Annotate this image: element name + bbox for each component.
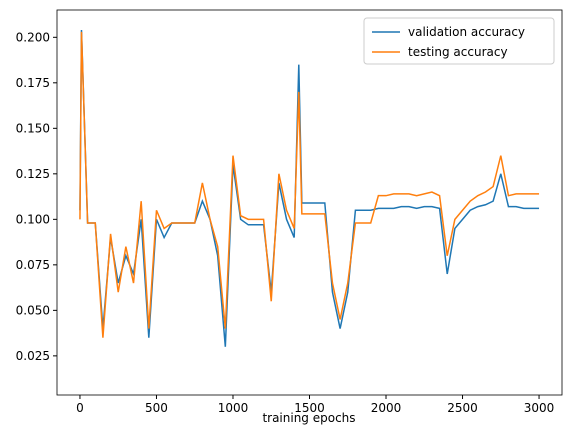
plot-frame [56,9,563,396]
x-tick-label: 2500 [447,401,478,415]
legend-label: validation accuracy [408,25,525,39]
legend-box [363,17,555,65]
x-tick-label: 1500 [294,401,325,415]
y-tick-label: 0.075 [16,258,50,272]
y-tick-label: 0.125 [16,167,50,181]
y-tick-label: 0.050 [16,303,50,317]
x-axis-label: training epochs [262,411,355,425]
x-tick-label: 500 [145,401,168,415]
legend-label: testing accuracy [408,45,508,59]
line-series [79,29,540,347]
y-tick-label: 0.200 [16,30,50,44]
y-tick-label: 0.175 [16,76,50,90]
line-series [79,31,540,338]
x-tick-label: 1000 [218,401,249,415]
y-tick-label: 0.150 [16,121,50,135]
x-tick-label: 0 [76,401,84,415]
y-tick-label: 0.025 [16,349,50,363]
x-tick-label: 2000 [371,401,402,415]
y-tick-label: 0.100 [16,212,50,226]
x-tick-label: 3000 [524,401,555,415]
